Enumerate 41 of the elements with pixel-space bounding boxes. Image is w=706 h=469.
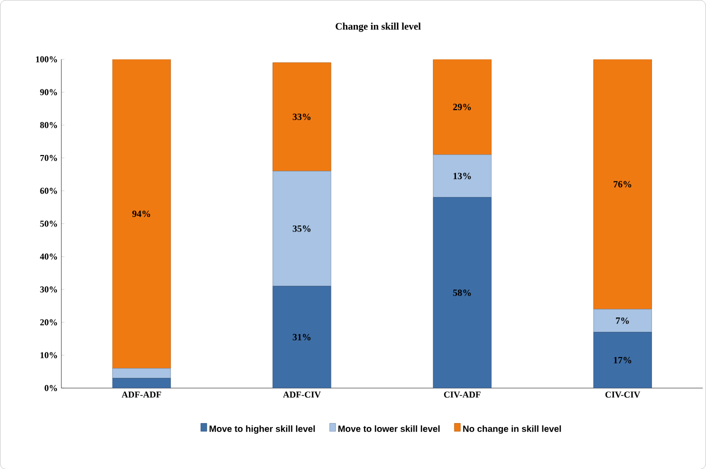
bar <box>112 368 171 378</box>
bar <box>432 154 492 198</box>
x-tick-label: ADF-ADF <box>122 391 162 398</box>
data-label: 13% <box>454 172 471 180</box>
data-label: 33% <box>292 113 310 120</box>
y-tick-label: 30% <box>40 286 57 292</box>
data-label: 29% <box>453 104 471 110</box>
x-tick-label: ADF-CIV <box>283 391 321 398</box>
data-label: 35% <box>292 225 310 232</box>
bar <box>593 59 652 310</box>
data-label: 31% <box>292 334 310 340</box>
legend-label: No change in skill level <box>463 425 561 434</box>
y-tick-label: 50% <box>40 220 57 227</box>
data-label: 17% <box>614 356 632 364</box>
y-tick-label: 20% <box>40 319 57 326</box>
data-label: 94% <box>132 210 150 217</box>
bar <box>593 332 652 388</box>
bar <box>112 59 171 368</box>
data-label: 76% <box>614 180 632 188</box>
x-tick-label: CIV-CIV <box>605 391 640 398</box>
bar <box>112 378 171 388</box>
data-label: 7% <box>616 317 629 324</box>
y-tick-label: 100% <box>36 56 57 62</box>
bar <box>272 170 332 286</box>
y-tick-label: 80% <box>40 122 57 128</box>
legend-label: Move to higher skill level <box>210 425 315 434</box>
legend-label: Move to lower skill level <box>338 425 440 432</box>
bar <box>272 286 332 388</box>
y-tick-label: 70% <box>40 154 57 161</box>
bar <box>272 62 332 172</box>
y-tick-label: 0% <box>44 384 57 391</box>
y-tick-label: 10% <box>40 352 57 358</box>
bar <box>432 59 492 155</box>
y-tick-label: 60% <box>40 188 57 194</box>
chart-title: Change in skill level <box>336 22 421 32</box>
bar <box>593 308 652 332</box>
bar <box>432 196 492 388</box>
y-tick-label: 90% <box>40 88 57 96</box>
data-label: 58% <box>453 289 471 296</box>
y-tick-label: 40% <box>40 253 57 260</box>
x-tick-label: CIV-ADF <box>444 391 480 398</box>
